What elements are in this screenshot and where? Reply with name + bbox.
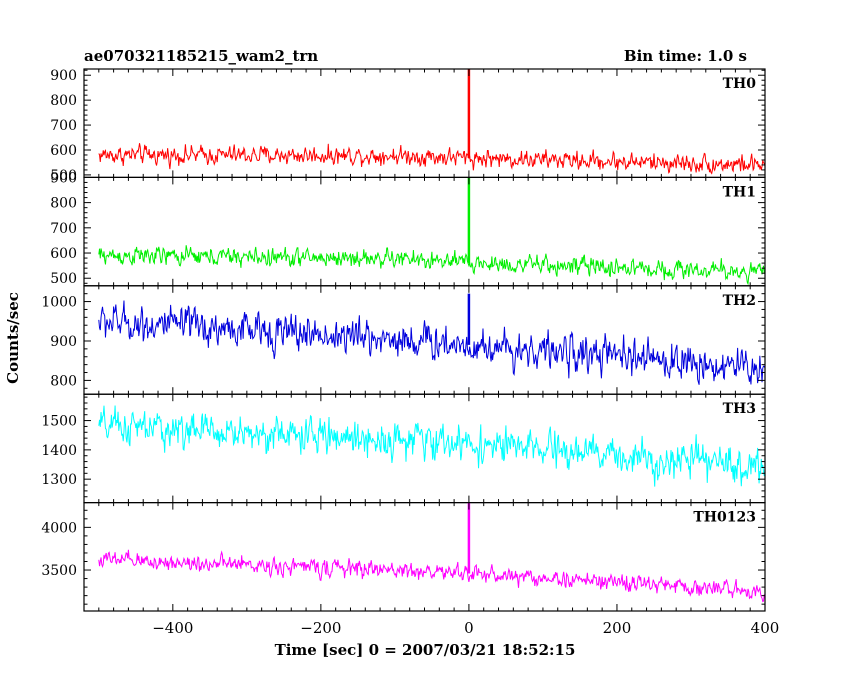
series-line-th2 [98, 300, 765, 385]
x-tick-label: −200 [300, 619, 341, 637]
y-tick-label: 900 [50, 334, 77, 350]
y-tick-label: 500 [50, 168, 77, 184]
panel-label-th3: TH3 [723, 401, 756, 417]
y-tick-label: 900 [50, 170, 77, 186]
x-tick-label: −400 [152, 619, 193, 637]
y-tick-label: 700 [50, 221, 77, 237]
y-tick-label: 800 [50, 196, 77, 212]
panel-frame-th2 [83, 285, 766, 395]
series-line-th1 [98, 245, 765, 286]
y-tick-label: 1000 [41, 295, 77, 311]
panel-frame-th3 [83, 393, 766, 504]
panel-frame-th0123 [83, 502, 766, 612]
y-tick-label: 1400 [41, 443, 77, 459]
panel-label-th0123: TH0123 [693, 510, 756, 526]
y-tick-label: 800 [50, 93, 77, 109]
x-tick-label: 200 [603, 619, 632, 637]
y-axis-label: Counts/sec [4, 292, 22, 384]
panel-frame-th1 [83, 176, 766, 287]
y-tick-label: 3500 [41, 563, 77, 579]
series-line-th0123 [98, 549, 765, 603]
y-tick-label: 900 [50, 68, 77, 84]
panel-label-th1: TH1 [723, 184, 756, 200]
y-tick-label: 1500 [41, 414, 77, 430]
y-tick-label: 500 [50, 271, 77, 287]
observation-id: ae070321185215_wam2_trn [84, 47, 318, 65]
y-tick-label: 600 [50, 143, 77, 159]
panel-label-th2: TH2 [723, 293, 756, 309]
x-tick-label: 0 [464, 619, 474, 637]
y-tick-label: 600 [50, 246, 77, 262]
y-tick-label: 800 [50, 373, 77, 389]
y-tick-label: 4000 [41, 520, 77, 536]
x-axis-label: Time [sec] 0 = 2007/03/21 18:52:15 [275, 641, 576, 659]
y-tick-label: 700 [50, 118, 77, 134]
panel-label-th0: TH0 [723, 76, 757, 92]
x-tick-label: 400 [751, 619, 780, 637]
bin-time-label: Bin time: 1.0 s [624, 47, 747, 65]
series-line-th3 [98, 405, 765, 487]
series-line-th0 [98, 143, 765, 175]
panels-group: TH0 500 600 700 800 900 TH1 500 600 700 800 900 TH2 8… [41, 68, 779, 637]
y-tick-label: 1300 [41, 472, 77, 488]
